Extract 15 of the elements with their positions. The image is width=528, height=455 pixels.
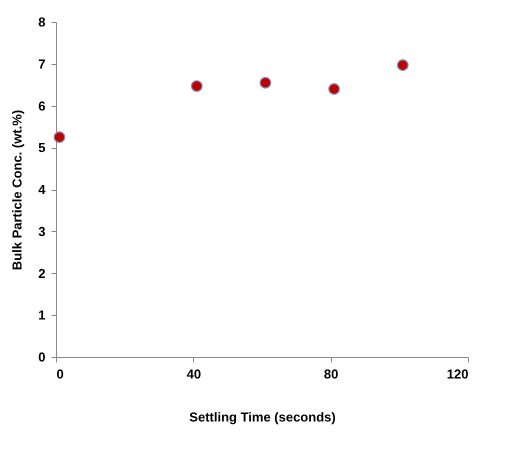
- x-tick-label: 0: [56, 366, 64, 382]
- y-tick-label: 1: [38, 308, 46, 323]
- y-tick-label: 5: [38, 140, 46, 156]
- y-tick-label: 0: [38, 350, 46, 364]
- y-axis-title: Bulk Particle Conc. (wt.%): [9, 110, 24, 270]
- y-tick-label: 2: [38, 266, 46, 281]
- y-tick-label: 6: [38, 98, 46, 114]
- x-axis-title: Settling Time (seconds): [189, 410, 336, 424]
- x-tick-label: 120: [446, 366, 468, 382]
- y-tick-label: 4: [38, 182, 46, 197]
- x-tick-label: 80: [324, 366, 338, 382]
- x-tick-label: 40: [186, 366, 202, 382]
- y-tick-label: 7: [38, 56, 46, 72]
- y-tick-label: 8: [38, 14, 46, 30]
- y-tick-label: 3: [38, 224, 46, 239]
